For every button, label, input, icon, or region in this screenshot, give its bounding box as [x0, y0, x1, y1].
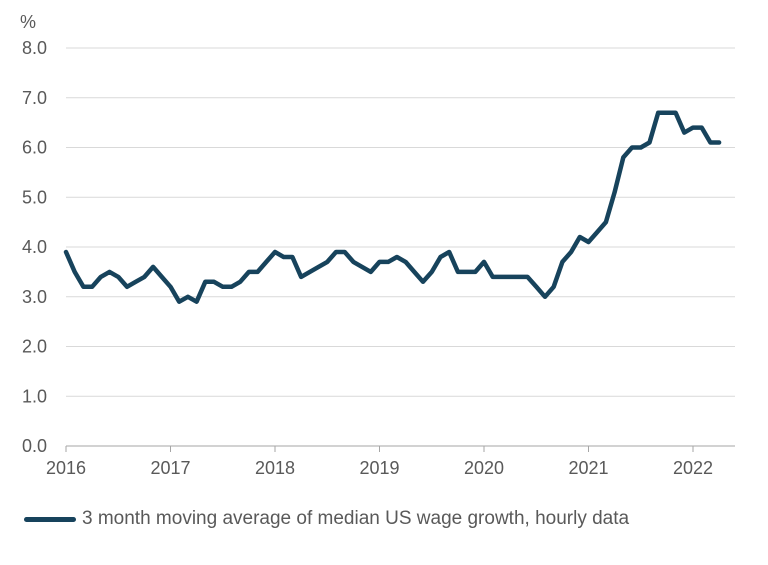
- line-chart: % 0.01.02.03.04.05.06.07.08.0 2016 2017 20…: [20, 12, 735, 478]
- x-tick-label: 2017: [150, 458, 190, 478]
- y-tick-label: 1.0: [22, 386, 47, 406]
- y-tick-label: 8.0: [22, 38, 47, 58]
- y-tick-label: 3.0: [22, 287, 47, 307]
- y-axis-ticks: 0.0 1.0 2.0 3.0 4.0 5.0 6.0 7.0 8.0: [22, 38, 47, 456]
- y-tick-label: 4.0: [22, 237, 47, 257]
- x-axis: 2016 2017 2018 2019 2020 2021 2022: [46, 445, 735, 478]
- y-unit-label: %: [20, 12, 36, 32]
- series-line: [63, 110, 722, 304]
- x-tick-label: 2016: [46, 458, 86, 478]
- series-group: [63, 110, 722, 304]
- x-tick-label: 2019: [359, 458, 399, 478]
- x-tick-label: 2021: [568, 458, 608, 478]
- legend: 3 month moving average of median US wage…: [24, 508, 629, 530]
- x-tick-label: 2022: [673, 458, 713, 478]
- legend-swatch: [24, 516, 76, 522]
- y-tick-label: 6.0: [22, 138, 47, 158]
- y-tick-label: 0.0: [22, 436, 47, 456]
- y-tick-label: 5.0: [22, 187, 47, 207]
- y-tick-label: 2.0: [22, 337, 47, 357]
- gridlines: [66, 47, 735, 397]
- x-tick-label: 2018: [255, 458, 295, 478]
- y-tick-label: 7.0: [22, 88, 47, 108]
- x-tick-label: 2020: [464, 458, 504, 478]
- legend-label: 3 month moving average of median US wage…: [82, 508, 630, 529]
